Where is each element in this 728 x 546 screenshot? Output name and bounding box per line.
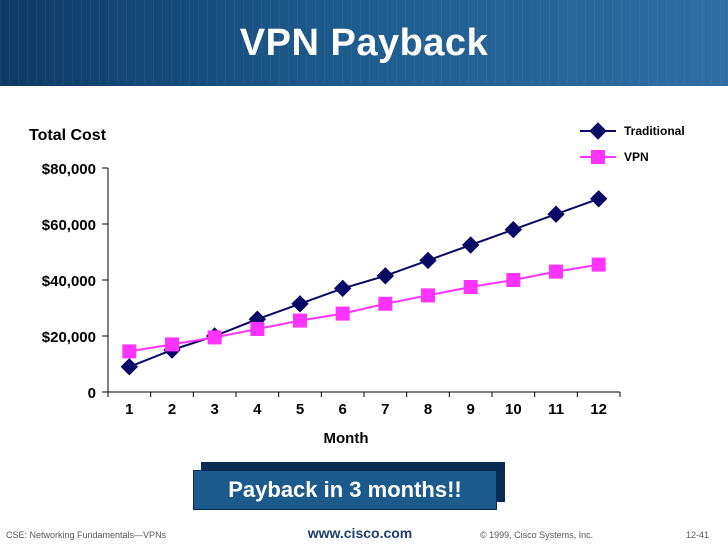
vpn-point — [250, 322, 265, 336]
footer-course: CSE: Networking Fundamentals—VPNs — [6, 530, 167, 540]
x-tick-label: 3 — [210, 401, 218, 418]
traditional-point — [333, 279, 352, 298]
callout-text: Payback in 3 months!! — [228, 477, 462, 502]
x-axis-title: Month — [324, 430, 369, 447]
legend-vpn-marker — [591, 150, 605, 164]
y-tick-label: $20,000 — [42, 329, 96, 346]
x-tick-label: 1 — [125, 401, 133, 418]
slide-footer — [0, 518, 728, 546]
legend-traditional-label: Traditional — [624, 124, 685, 138]
slide-header — [0, 0, 728, 86]
footer-url[interactable]: www.cisco.com — [307, 525, 413, 541]
x-tick-label: 9 — [466, 401, 474, 418]
vpn-point — [421, 288, 435, 303]
traditional-point — [547, 205, 565, 223]
y-tick-label: $40,000 — [42, 273, 96, 290]
vpn-point — [549, 264, 563, 279]
traditional-line — [128, 197, 600, 368]
vpn-point — [463, 280, 478, 294]
traditional-point — [419, 251, 437, 270]
callout-box — [193, 470, 497, 510]
traditional-point — [589, 190, 608, 208]
legend-vpn-label: VPN — [624, 150, 649, 164]
x-tick-label: 2 — [168, 401, 176, 418]
traditional-point — [376, 267, 395, 285]
vpn-line — [129, 263, 599, 353]
footer-copyright: © 1999, Cisco Systems, Inc. — [480, 530, 594, 540]
vpn-point — [165, 337, 179, 352]
y-tick-label: $60,000 — [42, 217, 96, 234]
vpn-point — [335, 306, 350, 321]
vpn-point — [122, 344, 137, 359]
traditional-point — [504, 220, 523, 239]
vpn-point — [207, 330, 222, 345]
vpn-point — [293, 313, 307, 328]
x-tick-label: 7 — [381, 401, 389, 418]
x-tick-label: 6 — [338, 401, 346, 418]
vpn-point — [591, 257, 606, 272]
traditional-point — [461, 236, 480, 254]
x-tick-label: 8 — [424, 401, 432, 418]
x-tick-label: 11 — [548, 401, 564, 418]
x-tick-label: 10 — [505, 401, 522, 418]
x-tick-label: 12 — [590, 401, 607, 418]
traditional-point — [120, 358, 139, 376]
footer-page-number: 12-41 — [686, 530, 710, 540]
slide-title: VPN Payback — [239, 22, 489, 64]
vpn-point — [506, 273, 521, 287]
vpn-point — [378, 296, 393, 311]
traditional-point — [291, 295, 309, 313]
x-tick-label: 5 — [296, 401, 304, 418]
payback-callout: Payback in 3 months!! — [193, 462, 505, 510]
y-tick-label: 0 — [88, 385, 96, 402]
legend-traditional-marker — [589, 122, 607, 140]
y-tick-label: $80,000 — [42, 161, 96, 178]
header-texture — [0, 0, 728, 86]
y-axis-title: Total Cost — [29, 127, 107, 144]
x-tick-label: 4 — [253, 401, 262, 418]
